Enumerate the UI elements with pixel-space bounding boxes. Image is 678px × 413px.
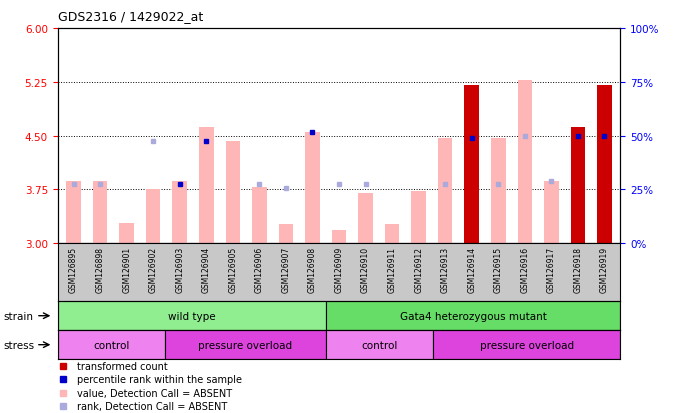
Bar [325,330,433,359]
Text: pressure overload: pressure overload [198,340,292,350]
Text: control: control [361,340,397,350]
Text: GSM126907: GSM126907 [281,247,290,293]
Bar [226,141,240,244]
Text: transformed count: transformed count [77,361,168,371]
Bar [491,138,506,244]
Text: GSM126908: GSM126908 [308,247,317,292]
Text: GDS2316 / 1429022_at: GDS2316 / 1429022_at [58,10,203,23]
Bar [66,181,81,244]
Text: GSM126917: GSM126917 [547,247,556,292]
Bar [305,133,320,244]
Text: GSM126904: GSM126904 [202,247,211,293]
Text: GSM126915: GSM126915 [494,247,503,292]
Text: GSM126919: GSM126919 [600,247,609,292]
Bar [332,231,346,244]
Bar [597,86,612,244]
Bar [433,330,620,359]
Bar [325,301,620,330]
Bar [438,138,452,244]
Text: rank, Detection Call = ABSENT: rank, Detection Call = ABSENT [77,401,228,411]
Text: GSM126898: GSM126898 [96,247,104,292]
Bar [252,188,266,244]
Bar [93,181,107,244]
Text: GSM126902: GSM126902 [148,247,158,292]
Bar [165,330,325,359]
Text: GSM126909: GSM126909 [334,247,344,293]
Text: GSM126913: GSM126913 [441,247,450,292]
Bar [119,223,134,244]
Bar [517,81,532,244]
Text: GSM126914: GSM126914 [467,247,476,292]
Text: GSM126901: GSM126901 [122,247,131,292]
Text: stress: stress [3,340,35,350]
Bar [571,128,585,244]
Bar [58,301,325,330]
Bar [464,86,479,244]
Text: GSM126910: GSM126910 [361,247,370,292]
Text: Gata4 heterozygous mutant: Gata4 heterozygous mutant [399,311,546,321]
Text: pressure overload: pressure overload [479,340,574,350]
Bar [279,224,293,244]
Text: GSM126906: GSM126906 [255,247,264,293]
Text: GSM126903: GSM126903 [175,247,184,293]
Text: GSM126911: GSM126911 [388,247,397,292]
Bar [412,191,426,244]
Text: percentile rank within the sample: percentile rank within the sample [77,375,242,385]
Text: wild type: wild type [167,311,216,321]
Text: GSM126918: GSM126918 [574,247,582,292]
Bar [172,181,187,244]
Text: GSM126905: GSM126905 [228,247,237,293]
Bar [385,224,399,244]
Bar [544,181,559,244]
Text: GSM126895: GSM126895 [69,247,78,292]
Bar [358,194,373,244]
Text: strain: strain [3,311,33,321]
Bar [146,190,161,244]
Bar [199,128,214,244]
Text: control: control [93,340,129,350]
Text: GSM126916: GSM126916 [520,247,530,292]
Text: GSM126912: GSM126912 [414,247,423,292]
Bar [58,330,165,359]
Text: value, Detection Call = ABSENT: value, Detection Call = ABSENT [77,388,233,398]
